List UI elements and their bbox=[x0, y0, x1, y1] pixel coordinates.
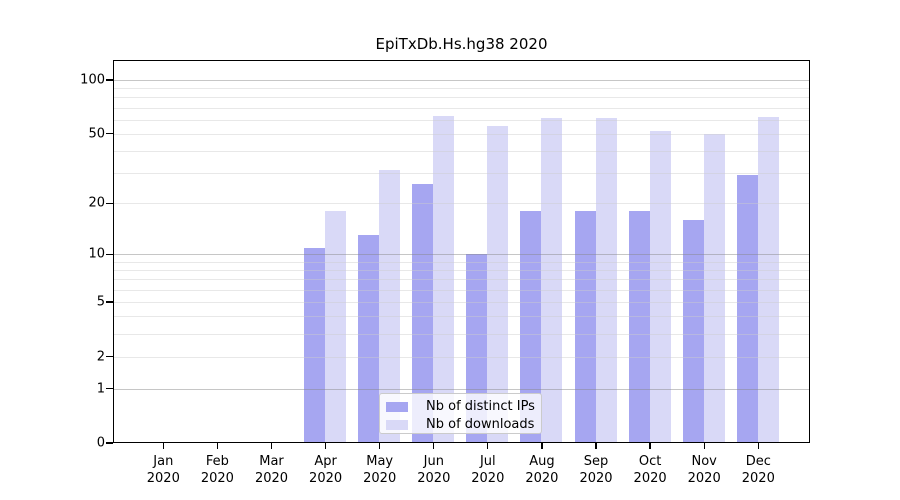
x-tick-label: Apr 2020 bbox=[309, 454, 343, 486]
bar-nb-of-distinct-ips bbox=[682, 220, 704, 443]
bar-nb-of-downloads bbox=[595, 118, 617, 443]
x-axis-tick bbox=[216, 443, 219, 449]
legend-item-downloads: Nb of downloads bbox=[386, 417, 541, 432]
x-tick-label: Nov 2020 bbox=[687, 454, 721, 486]
x-tick-label: Aug 2020 bbox=[525, 454, 559, 486]
bar-nb-of-distinct-ips bbox=[304, 247, 326, 443]
x-axis-tick bbox=[757, 443, 759, 449]
y-axis-tick bbox=[106, 301, 113, 303]
x-axis-tick bbox=[162, 443, 164, 449]
gridline-minor bbox=[113, 270, 810, 272]
y-tick-label: 2 bbox=[96, 349, 105, 365]
gridline-minor bbox=[113, 289, 810, 291]
gridline-minor bbox=[113, 133, 810, 135]
y-axis-tick bbox=[106, 442, 113, 444]
legend-label-downloads: Nb of downloads bbox=[426, 417, 535, 432]
y-tick-label: 0 bbox=[96, 435, 105, 451]
bar-nb-of-downloads bbox=[649, 130, 671, 443]
gridline-minor bbox=[113, 261, 810, 263]
gridline-minor bbox=[113, 172, 810, 174]
y-tick-label: 10 bbox=[88, 246, 105, 262]
bar-nb-of-distinct-ips bbox=[628, 211, 650, 443]
x-axis-tick bbox=[270, 443, 273, 449]
y-axis-tick bbox=[106, 132, 113, 135]
x-axis-tick bbox=[379, 443, 381, 449]
gridline-minor bbox=[113, 302, 810, 303]
bar-nb-of-downloads bbox=[325, 211, 347, 443]
legend-swatch-downloads bbox=[386, 419, 408, 430]
x-axis-tick bbox=[595, 443, 597, 449]
x-tick-label: Oct 2020 bbox=[633, 454, 667, 486]
chart-title: EpiTxDb.Hs.hg38 2020 bbox=[375, 35, 548, 53]
gridline-minor bbox=[113, 333, 810, 335]
bar-nb-of-distinct-ips bbox=[358, 235, 380, 443]
y-axis-tick bbox=[106, 202, 113, 205]
legend-label-distinct-ips: Nb of distinct IPs bbox=[426, 399, 535, 414]
bar-nb-of-downloads bbox=[541, 118, 563, 443]
x-tick-label: Dec 2020 bbox=[741, 454, 775, 486]
bar-nb-of-downloads bbox=[433, 115, 455, 443]
x-tick-label: May 2020 bbox=[363, 454, 397, 486]
y-axis-tick bbox=[106, 79, 113, 81]
gridline-major bbox=[113, 388, 810, 390]
gridline-minor bbox=[113, 356, 810, 358]
y-tick-label: 100 bbox=[80, 72, 105, 88]
x-axis-tick bbox=[541, 443, 543, 449]
gridline-major bbox=[113, 79, 810, 81]
x-axis-tick bbox=[433, 443, 435, 449]
gridline-minor bbox=[113, 316, 810, 318]
bar-nb-of-downloads bbox=[379, 170, 401, 443]
legend-item-distinct-ips: Nb of distinct IPs bbox=[386, 399, 541, 414]
bar-nb-of-distinct-ips bbox=[520, 211, 542, 443]
x-tick-label: Jan 2020 bbox=[146, 454, 180, 486]
y-tick-label: 20 bbox=[88, 195, 105, 211]
gridline-major bbox=[113, 254, 810, 256]
y-tick-label: 1 bbox=[96, 381, 105, 396]
gridline-minor bbox=[113, 119, 810, 121]
legend: Nb of distinct IPs Nb of downloads bbox=[379, 393, 542, 434]
plot-area: Nb of distinct IPs Nb of downloads 0 1 2 5 1… bbox=[80, 60, 810, 486]
x-tick-label: Sep 2020 bbox=[579, 454, 613, 486]
y-tick-label: 5 bbox=[96, 294, 105, 310]
bar-nb-of-downloads bbox=[487, 126, 509, 443]
y-tick-label: 50 bbox=[88, 126, 105, 142]
y-axis-tick bbox=[106, 355, 113, 358]
x-axis-tick bbox=[324, 443, 327, 449]
x-tick-label: Jun 2020 bbox=[417, 454, 451, 486]
x-axis-tick bbox=[649, 443, 651, 449]
x-tick-label: Feb 2020 bbox=[200, 454, 234, 486]
x-axis-tick bbox=[487, 443, 489, 449]
y-axis-tick bbox=[106, 387, 113, 390]
gridline-minor bbox=[113, 150, 810, 152]
bar-nb-of-distinct-ips bbox=[412, 183, 434, 443]
x-tick-label: Jul 2020 bbox=[471, 454, 505, 486]
bar-nb-of-downloads bbox=[703, 133, 725, 443]
gridline-minor bbox=[113, 203, 810, 205]
gridline-minor bbox=[113, 88, 810, 90]
gridline-minor bbox=[113, 279, 810, 281]
legend-swatch-distinct-ips bbox=[386, 401, 408, 412]
x-tick-label: Mar 2020 bbox=[254, 454, 289, 486]
bar-nb-of-downloads bbox=[757, 117, 779, 443]
bar-nb-of-distinct-ips bbox=[574, 211, 596, 443]
gridline-minor bbox=[113, 97, 810, 99]
bar-nb-of-distinct-ips bbox=[736, 175, 758, 443]
y-axis-tick bbox=[106, 253, 113, 255]
x-axis-tick bbox=[703, 443, 705, 449]
gridline-minor bbox=[113, 107, 810, 109]
